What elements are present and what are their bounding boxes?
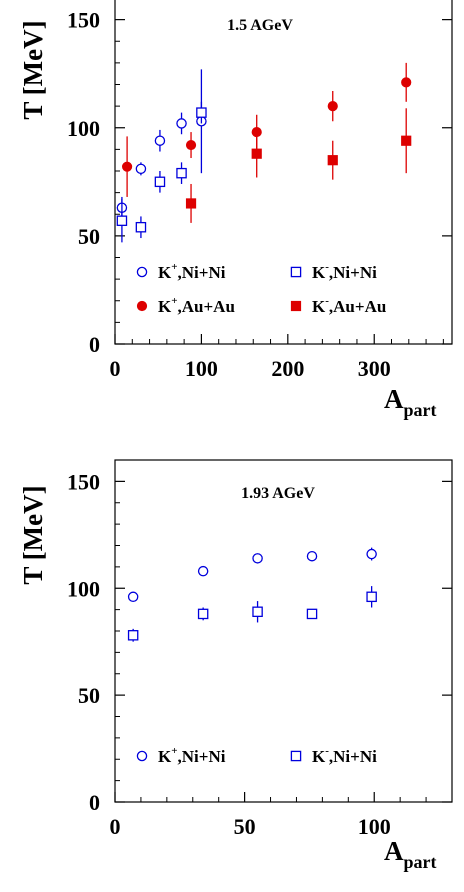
panel-1-93-agev: 0 50 100 150 0 50 100 T [MeV] Apart 1.93 AGeV K+,N…	[18, 459, 453, 872]
y-tick-label: 150	[67, 8, 100, 33]
x-tick-label: 0	[110, 356, 121, 381]
data-point	[176, 167, 187, 179]
y-tick-label: 0	[89, 790, 100, 815]
legend-marker	[290, 750, 302, 762]
data-point	[252, 606, 263, 618]
data-point	[116, 215, 128, 226]
energy-annotation: 1.93 AGeV	[241, 485, 315, 502]
data-point	[154, 176, 166, 188]
data-point	[185, 198, 197, 209]
data-point	[176, 118, 187, 129]
data-point	[366, 591, 377, 603]
x-tick-label: 0	[110, 814, 121, 839]
y-tick-label: 100	[67, 116, 100, 141]
data-point	[306, 550, 318, 562]
data-point	[401, 135, 412, 146]
plot-frame	[114, 0, 453, 345]
y-tick-label: 0	[89, 332, 100, 357]
y-tick-label: 50	[78, 224, 100, 249]
legend-label: K-,Au+Au	[312, 295, 386, 316]
legend-label: K+,Ni+Ni	[158, 745, 226, 766]
y-axis-title: T [MeV]	[18, 485, 48, 584]
x-tick-label: 200	[271, 356, 304, 381]
data-point	[135, 163, 147, 175]
legend-marker	[136, 266, 148, 278]
data-point	[185, 139, 197, 151]
legend-label: K+,Au+Au	[158, 295, 235, 316]
x-tick-label: 50	[234, 814, 256, 839]
panel-1-5-agev: 0 50 100 150 0 100 200 300 T [MeV] Apart 1.5 AGeV K…	[18, 0, 453, 420]
data-point	[121, 161, 133, 172]
data-point	[127, 630, 139, 641]
x-axis-title: Apart	[384, 384, 437, 420]
data-point	[366, 548, 377, 560]
y-tick-label: 100	[67, 576, 100, 601]
energy-annotation: 1.5 AGeV	[227, 17, 293, 34]
data-point	[127, 591, 139, 603]
legend-label: K-,Ni+Ni	[312, 745, 377, 766]
legend-marker	[290, 266, 302, 278]
legend-label: K+,Ni+Ni	[158, 261, 226, 282]
data-point	[154, 135, 166, 146]
x-axis-title: Apart	[384, 836, 437, 872]
data-point	[327, 155, 338, 166]
data-point	[197, 565, 209, 577]
data-point	[251, 148, 262, 159]
data-point	[327, 101, 338, 112]
x-tick-label: 100	[185, 356, 218, 381]
legend-marker	[136, 750, 148, 762]
y-tick-label: 50	[78, 683, 100, 708]
data-point	[197, 608, 209, 620]
data-point	[252, 553, 263, 564]
x-tick-label: 300	[358, 356, 391, 381]
y-tick-label: 150	[67, 469, 100, 494]
data-point	[135, 221, 147, 233]
y-axis-title: T [MeV]	[18, 20, 48, 119]
x-tick-label: 100	[358, 814, 391, 839]
data-point	[196, 107, 207, 118]
legend-label: K-,Ni+Ni	[312, 261, 377, 282]
legend-marker	[290, 300, 302, 312]
legend-marker	[136, 300, 148, 312]
data-point	[401, 77, 412, 88]
data-point	[306, 608, 318, 620]
